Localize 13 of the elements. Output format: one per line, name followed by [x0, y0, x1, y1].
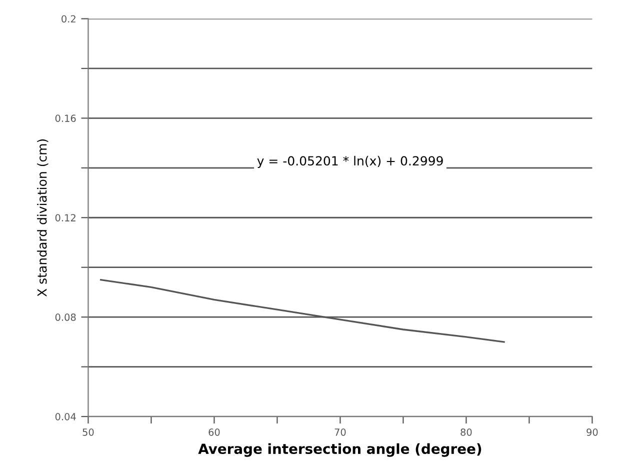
y-tick-label: 0.04 — [55, 413, 76, 420]
y-tick-label: 0.08 — [55, 314, 76, 321]
y-axis-title: X standard diviation (cm) — [37, 139, 48, 297]
x-tick-label: 50 — [82, 428, 94, 436]
x-tick-label: 90 — [586, 428, 598, 436]
x-tick-label: 60 — [208, 428, 220, 436]
x-tick-label: 70 — [334, 428, 346, 436]
y-tick-label: 0.2 — [62, 15, 76, 23]
x-axis-title: Average intersection angle (degree) — [198, 443, 482, 457]
y-tick-label: 0.12 — [55, 214, 76, 222]
x-tick-label: 80 — [460, 428, 472, 436]
y-tick-label: 0.16 — [55, 114, 76, 122]
annotation: y = -0.05201 * ln(x) + 0.2999 — [257, 156, 443, 168]
